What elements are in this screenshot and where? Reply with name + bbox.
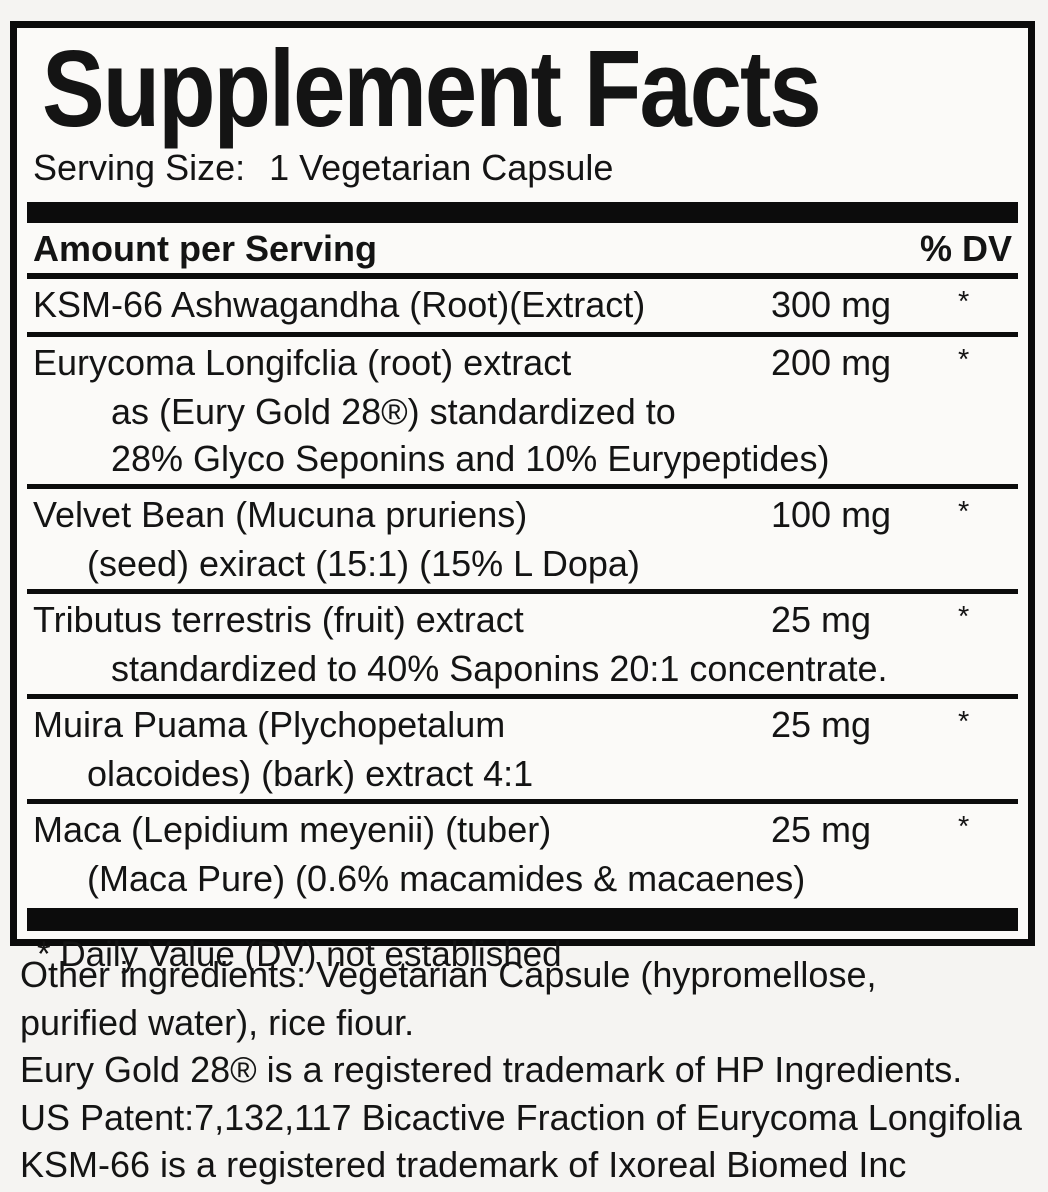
ingredient-amount: 25 mg (771, 704, 872, 745)
ingredient-name: KSM-66 Ashwagandha (Root)(Extract) (33, 284, 646, 325)
serving-size-row: Serving Size: 1 Vegetarian Capsule (33, 146, 1028, 190)
ingredient-name: Eurycoma Longifclia (root) extract (33, 342, 572, 383)
ingredient-name: Tributus terrestris (fruit) extract (33, 599, 524, 640)
ingredient-subline: 28% Glyco Seponins and 10% Eurypeptides) (111, 438, 830, 479)
serving-size-value: 1 Vegetarian Capsule (269, 147, 614, 188)
row-divider (27, 694, 1018, 699)
ingredient-row-ksm66: KSM-66 Ashwagandha (Root)(Extract) 300 m… (17, 279, 1028, 332)
dv-footnote: * Daily Value (DV) not established (37, 935, 562, 974)
ingredient-row-tribulus: Tributus terrestris (fruit) extract 25 m… (17, 594, 1028, 694)
ingredient-amount: 300 mg (771, 284, 892, 325)
supplement-facts-panel: Supplement Facts Serving Size: 1 Vegetari… (10, 21, 1035, 974)
other-ingredients-line: purified water), rice fiour. (20, 1001, 415, 1043)
ingredient-row-eurycoma: Eurycoma Longifclia (root) extract 200 m… (17, 337, 1028, 484)
dv-asterisk: * (958, 344, 970, 376)
ingredient-name: Maca (Lepidium meyenii) (tuber) (33, 809, 552, 850)
dv-asterisk: * (958, 601, 970, 633)
dv-asterisk: * (958, 286, 970, 318)
patent-line: US Patent:7,132,117 Bicactive Fraction o… (20, 1096, 1022, 1138)
ingredient-row-muira-puama: Muira Puama (Plychopetalum 25 mg * olaco… (17, 699, 1028, 799)
ingredient-subline: (seed) exiract (15:1) (15% L Dopa) (87, 543, 640, 584)
other-ingredients-line: Other ingredients: Vegetarian Capsule (h… (20, 954, 877, 995)
column-header-row: Amount per Serving % DV (17, 225, 1028, 273)
ingredient-row-velvet-bean: Velvet Bean (Mucuna pruriens) 100 mg * (… (17, 489, 1028, 589)
row-divider (27, 484, 1018, 489)
other-ingredients-section: Other ingredients: Vegetarian Capsule (h… (20, 951, 1048, 1189)
trademark-line: Eury Gold 28® is a registered trademark … (20, 1049, 963, 1090)
ingredient-row-maca: Maca (Lepidium meyenii) (tuber) 25 mg * … (17, 804, 1028, 904)
dv-asterisk: * (958, 811, 970, 843)
ingredient-subline: standardized to 40% Saponins 20:1 concen… (111, 648, 888, 689)
row-divider (27, 332, 1018, 337)
ingredient-amount: 100 mg (771, 494, 892, 535)
divider-header-rule (27, 273, 1018, 279)
ingredient-subline: olacoides) (bark) extract 4:1 (87, 753, 534, 794)
row-divider (27, 589, 1018, 594)
amount-per-serving-header: Amount per Serving (33, 228, 378, 269)
ingredient-amount: 25 mg (771, 599, 872, 640)
trademark-line: KSM-66 is a registered trademark of Ixor… (20, 1144, 907, 1185)
ingredient-subline: (Maca Pure) (0.6% macamides & macaenes) (87, 858, 806, 899)
ingredient-name: Muira Puama (Plychopetalum (33, 704, 506, 745)
divider-thick-top (27, 202, 1018, 223)
ingredient-amount: 25 mg (771, 809, 872, 850)
ingredient-name: Velvet Bean (Mucuna pruriens) (33, 494, 528, 535)
row-divider (27, 799, 1018, 804)
percent-dv-header: % DV (919, 228, 1012, 269)
serving-size-label: Serving Size: (33, 147, 246, 188)
dv-asterisk: * (958, 496, 970, 528)
divider-thick-bottom (27, 908, 1018, 931)
panel-title: Supplement Facts (42, 27, 822, 150)
ingredient-amount: 200 mg (771, 342, 892, 383)
ingredient-subline: as (Eury Gold 28®) standardized to (111, 391, 676, 432)
dv-asterisk: * (958, 706, 970, 738)
